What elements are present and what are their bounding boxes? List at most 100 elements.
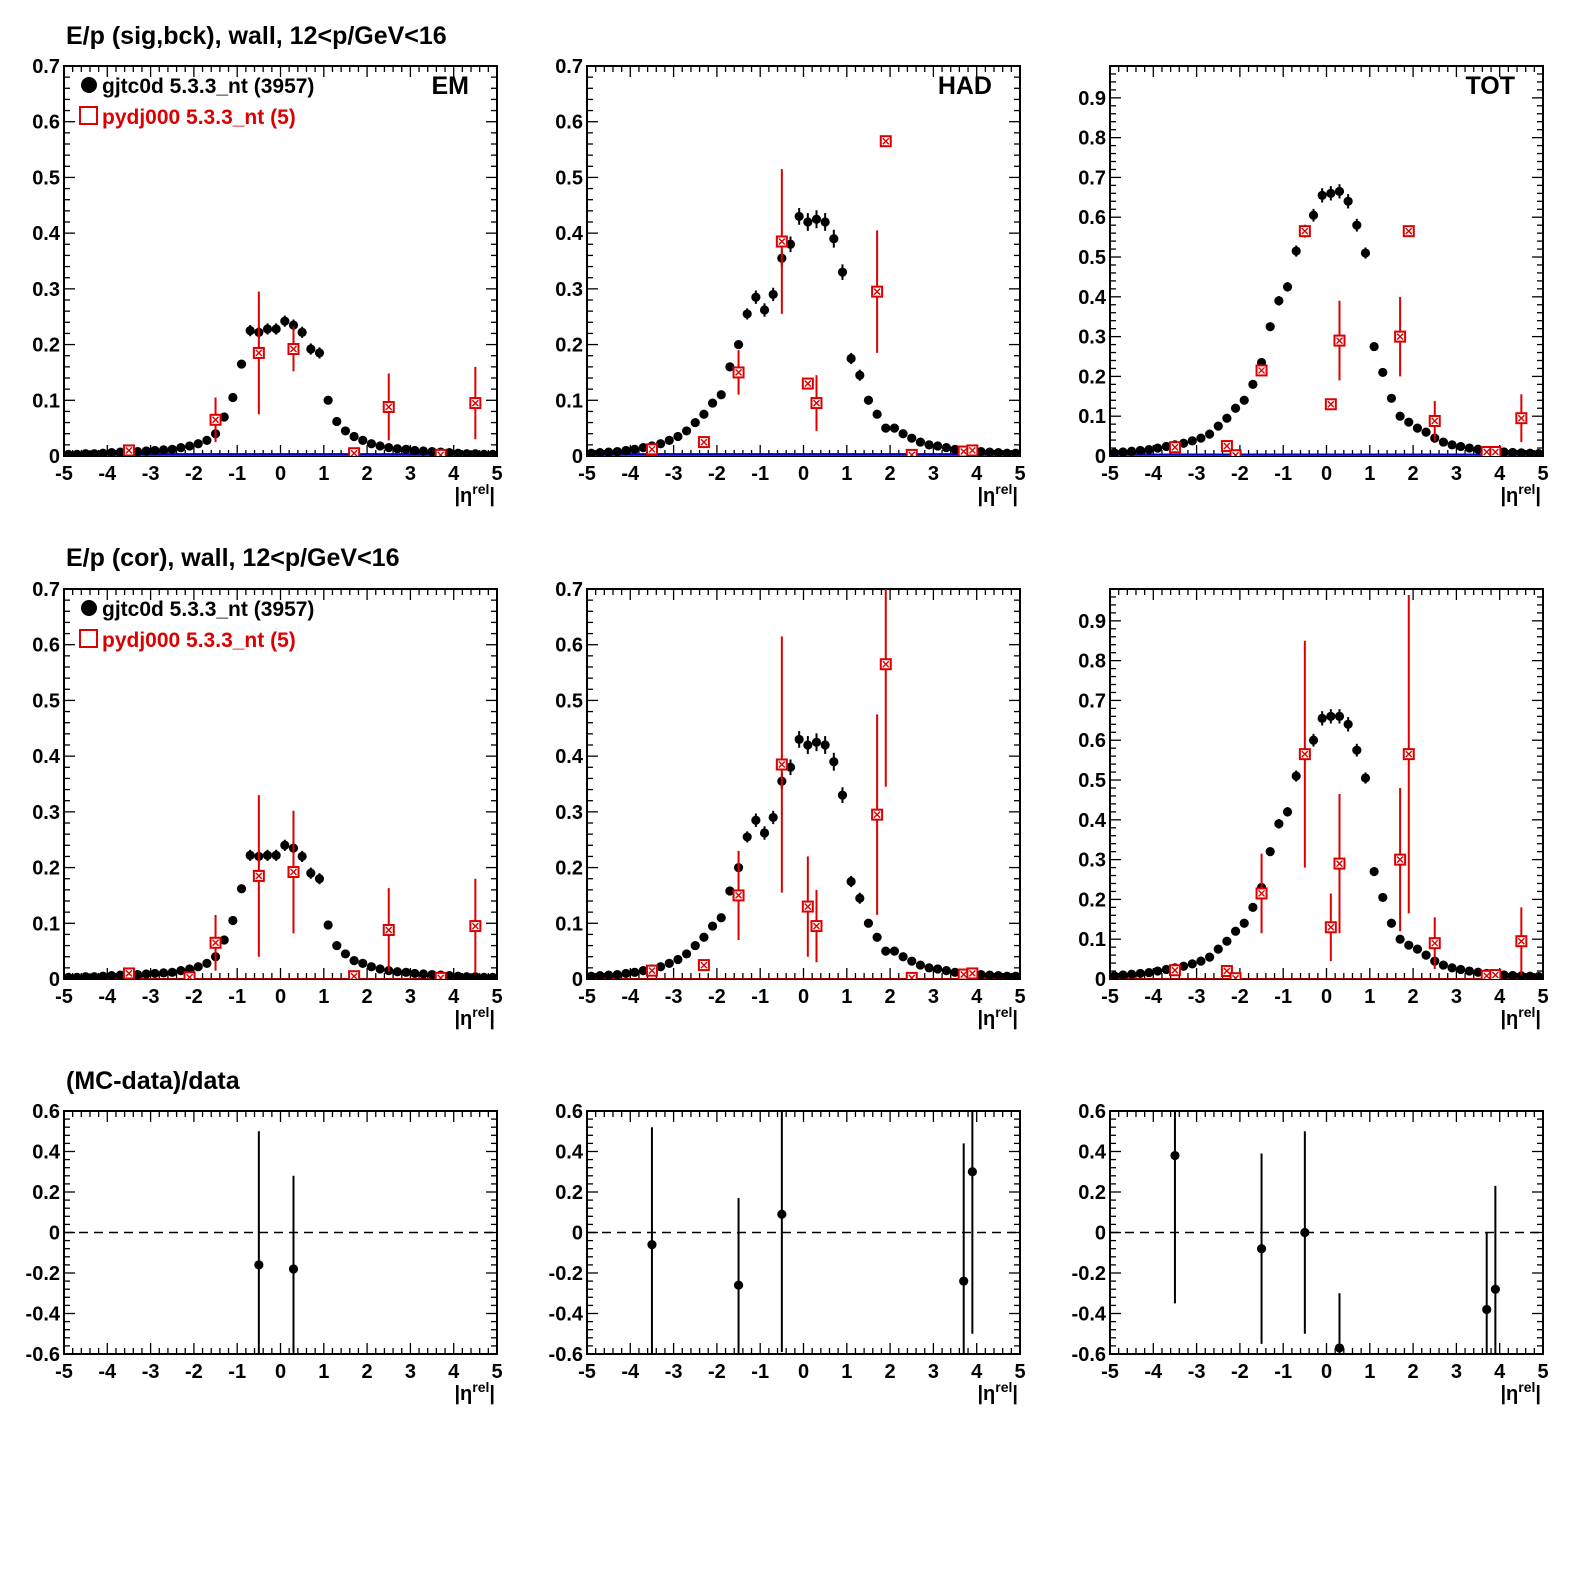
- x-tick-label: -4: [1144, 986, 1163, 1008]
- y-tick-label: -0.6: [549, 1344, 583, 1366]
- mc-point-cross: [1232, 974, 1240, 979]
- mc-point-cross: [125, 446, 133, 454]
- x-tick-label: 3: [1451, 463, 1462, 485]
- x-tick-label: 4: [1494, 986, 1506, 1008]
- data-point: [358, 435, 368, 445]
- mc-point-cross: [960, 448, 968, 456]
- panel-sig-em: -5 -4 -3 -2 -1 0 1 2 3 4 5|ηrel| 0 0.1 0.2 0.3 0.4 0.5 0.…: [32, 56, 502, 507]
- data-point: [1161, 441, 1171, 452]
- data-point: [924, 440, 934, 450]
- data-point: [236, 359, 247, 369]
- x-tick-label: -1: [228, 986, 246, 1008]
- data-point: [881, 423, 891, 433]
- data-point: [1265, 322, 1275, 332]
- mc-point: [183, 971, 196, 979]
- data-point: [1386, 918, 1397, 928]
- plot-frame: [1109, 588, 1544, 980]
- mc-point-cross: [960, 971, 968, 979]
- mc-point-cross: [350, 972, 358, 979]
- data-point: [1282, 282, 1293, 292]
- x-tick-label: -5: [578, 463, 596, 485]
- x-tick-label: 0: [275, 463, 286, 485]
- data-point: [1508, 447, 1518, 456]
- x-axis-label: |ηrel|: [454, 481, 495, 507]
- data-point: [768, 812, 778, 823]
- mc-point-cross: [1171, 966, 1179, 974]
- x-tick-label: -3: [142, 463, 160, 485]
- y-tick-label: -0.2: [1072, 1263, 1106, 1285]
- data-point: [1118, 447, 1128, 456]
- data-point: [1291, 246, 1301, 256]
- data-point: [907, 433, 917, 443]
- legend-label-mc: pydj000 5.3.3_nt (5): [102, 629, 296, 652]
- x-tick-label: 5: [1014, 1361, 1025, 1383]
- y-tick-label: 0.1: [1078, 929, 1106, 951]
- data-point: [933, 964, 943, 974]
- data-point: [716, 913, 726, 923]
- data-point: [1326, 188, 1336, 198]
- mc-point-cross: [908, 974, 916, 979]
- x-tick-label: 0: [275, 1361, 286, 1383]
- x-tick-label: 1: [318, 1361, 329, 1383]
- x-tick-label: 1: [1364, 986, 1375, 1008]
- x-tick-label: 3: [405, 463, 416, 485]
- data-point: [297, 327, 307, 337]
- data-point: [115, 970, 125, 979]
- data-point: [915, 437, 926, 447]
- plot-area: [587, 135, 1020, 456]
- mc-point-cross: [1335, 860, 1343, 868]
- data-point: [202, 958, 212, 969]
- data-point: [1308, 735, 1319, 745]
- mc-point: [348, 970, 361, 979]
- x-tick-label: -2: [708, 1361, 726, 1383]
- data-point: [855, 893, 865, 903]
- y-tick-label: 0: [1095, 1223, 1106, 1245]
- legend-label-mc: pydj000 5.3.3_nt (5): [102, 106, 296, 129]
- data-point: [202, 435, 212, 445]
- data-point: [1525, 448, 1535, 456]
- data-point: [725, 886, 735, 896]
- data-point: [306, 344, 316, 354]
- mc-point-cross: [350, 449, 358, 456]
- data-point: [193, 439, 203, 449]
- data-point: [228, 915, 238, 926]
- data-point: [1110, 971, 1119, 979]
- data-point: [410, 445, 420, 456]
- mc-point-cross: [1232, 451, 1240, 456]
- y-tick-label: 0.1: [32, 390, 60, 412]
- data-point: [1438, 960, 1449, 970]
- mc-point-cross: [1483, 448, 1491, 456]
- data-point: [1412, 944, 1423, 954]
- x-tick-label: -1: [228, 463, 246, 485]
- data-point: [72, 449, 82, 456]
- data-point: [664, 958, 674, 969]
- mc-point: [905, 971, 918, 979]
- data-point: [985, 970, 995, 979]
- data-point: [1352, 745, 1362, 755]
- data-point: [811, 737, 822, 747]
- y-tick-label: 0.2: [1078, 1182, 1106, 1204]
- data-point: [349, 431, 359, 442]
- data-point: [1248, 379, 1258, 389]
- mc-point-cross: [1335, 337, 1343, 345]
- data-point: [1170, 1150, 1180, 1161]
- x-tick-label: -4: [621, 1361, 640, 1383]
- y-tick-label: -0.2: [549, 1263, 583, 1285]
- row-title: E/p (sig,bck), wall, 12<p/GeV<16: [66, 22, 447, 50]
- data-point: [837, 267, 848, 277]
- y-tick-label: 0: [49, 969, 60, 991]
- data-point: [638, 966, 648, 976]
- x-tick-label: 0: [798, 1361, 809, 1383]
- data-point: [820, 217, 830, 227]
- data-point: [872, 932, 882, 942]
- data-point: [453, 971, 463, 979]
- x-tick-label: 3: [928, 986, 939, 1008]
- x-tick-label: -4: [98, 463, 117, 485]
- mc-point-cross: [812, 922, 820, 930]
- data-point: [1421, 427, 1431, 437]
- data-point: [1334, 186, 1345, 196]
- data-point: [621, 445, 631, 456]
- plot-area: [1110, 594, 1543, 979]
- legend-label-data: gjtc0d 5.3.3_nt (3957): [102, 598, 314, 621]
- data-point: [288, 320, 299, 330]
